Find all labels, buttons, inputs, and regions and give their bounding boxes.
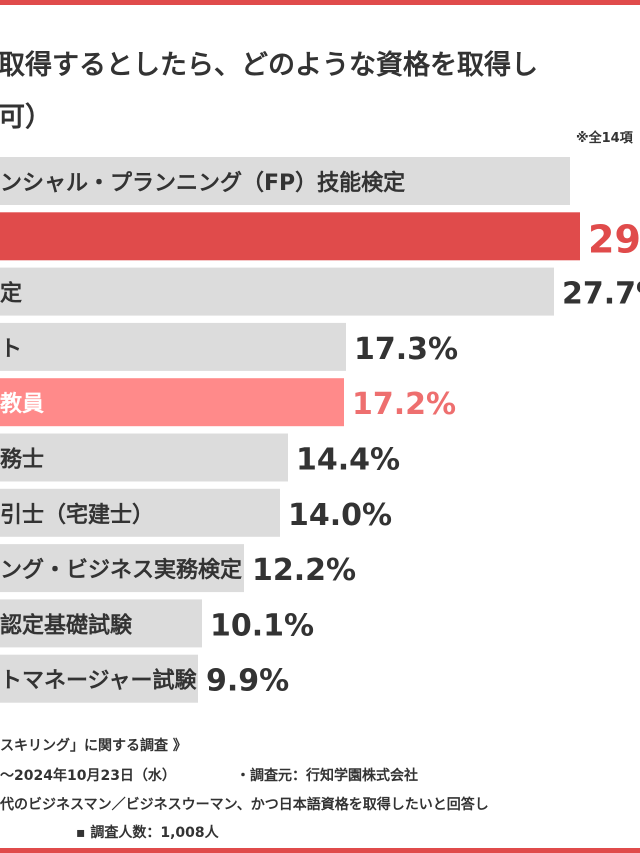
bar-value-label-8: 10.1% [210,608,314,643]
chart-title: 取得するとしたら、どのような資格を取得し 可） [0,40,538,144]
survey-period: ～2024年10月23日（水） [0,768,176,784]
bar-value-label-9: 9.9% [206,664,289,699]
bar-6 [0,488,280,537]
bar-value-label-7: 12.2% [252,553,356,588]
bar-category-label-3: ト [0,337,22,362]
bar-value-label-5: 14.4% [296,443,400,478]
bar-7 [0,544,244,593]
bar-category-label-0: ンシャル・プランニング（FP）技能検定 [0,170,405,196]
bar-3 [0,322,346,371]
bar-8 [0,599,202,648]
bar-category-label-4: 教員 [0,391,44,417]
bottom-accent-rule [0,848,640,853]
bar-value-label-3: 17.3% [354,332,458,367]
top-accent-rule [0,0,640,5]
survey-respondents: ▪ 調査人数：1,008人 [76,825,219,841]
bar-value-label-2: 27.7% [562,277,640,312]
survey-name: スキリング」に関する調査 》 [0,738,187,754]
bar-category-label-7: ング・ビジネス実務検定 [0,557,242,583]
bar-category-label-9: トマネージャー試験 [0,668,197,694]
bar-chart: ンシャル・プランニング（FP）技能検定 29 定 27.7% ト 17.3% 教員 17.2%… [0,157,640,703]
survey-source: ・調査元：行知学園株式会社 [236,768,418,784]
bar-category-label-2: 定 [0,281,22,307]
bar-9 [0,654,198,703]
bar-2 [0,267,554,316]
bar-0 [0,157,570,205]
bar-5 [0,433,288,482]
items-note: ※全14項 [576,131,633,146]
bar-4 [0,378,344,427]
bar-category-label-6: 引士（宅建士） [0,502,154,528]
bar-category-label-5: 務士 [0,447,44,473]
bar-value-label-6: 14.0% [288,498,392,533]
bar-1 [0,212,580,261]
bar-category-label-8: 認定基礎試験 [0,612,133,638]
bar-value-label-4: 17.2% [352,387,456,422]
chart-title-line-2: 可） [0,102,52,133]
bar-value-label-1: 29 [588,217,640,261]
chart-title-line-1: 取得するとしたら、どのような資格を取得し [0,50,538,81]
survey-target: 代のビジネスマン／ビジネスウーマン、かつ日本語資格を取得したいと回答し [0,797,489,813]
